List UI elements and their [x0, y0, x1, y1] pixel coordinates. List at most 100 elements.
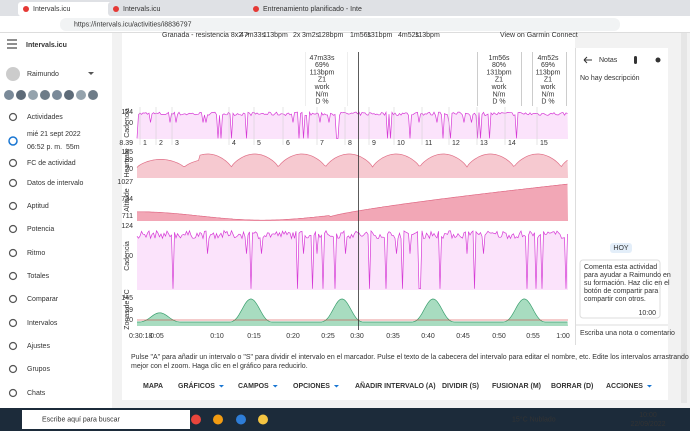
attach-icon: [634, 56, 637, 64]
toolbar-button[interactable]: ACCIONES: [606, 383, 643, 390]
tab-title[interactable]: Entrenamiento planificado - Inte: [263, 6, 362, 13]
menu-item[interactable]: Chats: [27, 390, 46, 397]
interval-number: 11: [425, 140, 432, 147]
interval-number: 14: [508, 140, 516, 147]
dropdown-arrow: [218, 385, 224, 388]
interval-d: D %: [492, 99, 505, 106]
menu-item[interactable]: Totales: [27, 273, 50, 280]
search-text[interactable]: Escribe aquí para buscar: [42, 416, 120, 423]
x-label: 0:45: [456, 333, 470, 340]
toolbar-button[interactable]: OPCIONES: [293, 383, 330, 390]
interval-kind: work: [314, 84, 330, 91]
chart-tick: 124: [121, 109, 133, 116]
interval-hr: 131bpm: [486, 69, 511, 76]
tab: [248, 2, 388, 16]
x-label: 0:25: [321, 333, 335, 340]
avatar-thumb: [64, 90, 74, 100]
scrollbar: [681, 33, 687, 403]
tab-icon: [113, 6, 119, 12]
interval-number: 12: [452, 140, 460, 147]
tab-icon: [253, 6, 259, 12]
interval-kind: work: [540, 84, 556, 91]
menu-item[interactable]: Grupos: [27, 366, 50, 373]
avatar-thumb: [88, 90, 98, 100]
avatar-thumb: [52, 90, 62, 100]
x-label: 0:10: [210, 333, 224, 340]
activity-duration: 55m: [66, 144, 80, 151]
message-time: 10:00: [638, 310, 656, 317]
menu-item[interactable]: Intervalos: [27, 320, 58, 327]
summary-item: 113bpm: [415, 32, 440, 39]
summary-item: 113bpm: [263, 32, 288, 39]
chart-tick: 70: [125, 166, 133, 173]
menu-item[interactable]: Ritmo: [27, 250, 45, 257]
url[interactable]: https://intervals.icu/activities/i883679…: [74, 21, 192, 28]
sidebar: [0, 33, 112, 408]
activity-time: 06:52 p. m.: [27, 144, 62, 151]
taskbar-app: [191, 414, 201, 425]
interval-zone: Z1: [495, 77, 503, 84]
toolbar-button[interactable]: GRÁFICOS: [178, 381, 215, 390]
help-text: mejor con el zoom. Haga clic en el gráfi…: [131, 363, 308, 370]
tab-title[interactable]: Intervals.icu: [33, 6, 70, 13]
dropdown-arrow: [88, 72, 94, 75]
user-name[interactable]: Raimundo: [27, 71, 59, 78]
message-line: para ayudar a Raimundo en: [584, 272, 671, 279]
tab-icon: [23, 6, 29, 12]
menu-item[interactable]: Potencia: [27, 226, 54, 233]
avatar-thumb: [76, 90, 86, 100]
chart-area: [137, 154, 568, 178]
chart-label: Heartrate: [124, 148, 131, 177]
x-label: 1:00: [556, 333, 570, 340]
bottom-panel: [122, 345, 668, 400]
activity-date[interactable]: mié 21 sept 2022: [27, 131, 81, 138]
x-label: 0:30: [350, 333, 364, 340]
x-label: 0:50: [492, 333, 506, 340]
menu-item-icon: [8, 388, 18, 398]
x-label: 0:05: [150, 333, 164, 340]
chart-line: [136, 229, 568, 290]
speed-value: 8.39: [119, 140, 133, 147]
x-label: 0:40: [421, 333, 435, 340]
url-field: [60, 18, 620, 31]
summary-item: 128bpm: [318, 32, 343, 39]
summary-item: Granada - resistencia 8x2 ↗: [162, 32, 250, 39]
interval-hr: 113bpm: [310, 69, 335, 76]
menu-item[interactable]: Datos de intervalo: [27, 180, 84, 187]
interval-number: 2: [159, 140, 163, 147]
menu-item[interactable]: Aptitud: [27, 203, 49, 210]
note-input[interactable]: Escriba una nota o comentario: [580, 330, 675, 337]
summary-item: 47m33s: [240, 32, 265, 39]
chart-line: [136, 153, 568, 168]
x-label: 0:15: [247, 333, 261, 340]
menu-item-icon: [8, 158, 18, 168]
avatar-thumb: [28, 90, 38, 100]
summary-item: 2x: [293, 32, 301, 39]
toolbar-button[interactable]: MAPA: [143, 383, 163, 390]
menu-item[interactable]: FC de actividad: [27, 160, 76, 167]
tab-title[interactable]: Intervals.icu: [123, 6, 160, 13]
menu-item[interactable]: Comparar: [27, 296, 59, 303]
toolbar-button[interactable]: AÑADIR INTERVALO (A): [355, 381, 436, 390]
menu-item-icon: [8, 112, 18, 122]
interval-time[interactable]: 1m56s: [488, 55, 510, 62]
menu-item[interactable]: Ajustes: [27, 343, 50, 350]
menu-item[interactable]: Actividades: [27, 114, 63, 121]
toolbar-button[interactable]: DIVIDIR (S): [442, 383, 479, 390]
chart-tick: 70: [125, 317, 133, 324]
interval-time[interactable]: 4m52s: [537, 55, 559, 62]
x-label: 0:55: [526, 333, 540, 340]
chart-tick: 0: [129, 253, 133, 260]
menu-item-icon: [8, 178, 18, 188]
dropdown-arrow: [272, 385, 278, 388]
interval-time[interactable]: 47m33s: [310, 55, 335, 62]
menu-item-icon: [8, 318, 18, 328]
toolbar-button[interactable]: FUSIONAR (M): [492, 383, 541, 390]
interval-number: 9: [372, 140, 376, 147]
interval-pct: 80%: [492, 62, 506, 69]
toolbar-button[interactable]: CAMPOS: [238, 383, 269, 390]
back-arrow: [583, 56, 592, 64]
toolbar-button[interactable]: BORRAR (D): [551, 383, 593, 390]
garmin-link[interactable]: View on Garmin Connect: [500, 32, 578, 39]
